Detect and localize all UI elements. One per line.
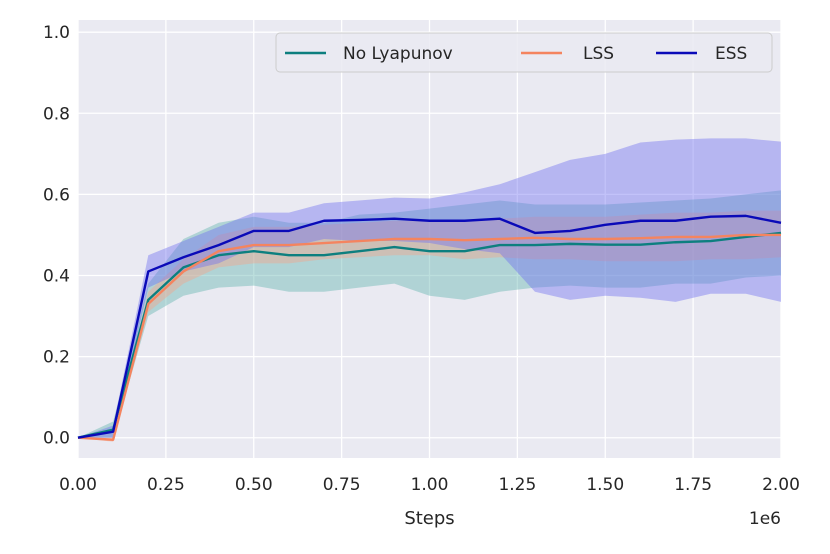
- series-lines: [77, 214, 782, 441]
- x-tick-label: 1.25: [498, 475, 536, 495]
- y-tick-label: 0.4: [43, 267, 70, 287]
- y-tick-label: 0.6: [43, 185, 70, 205]
- x-tick-label: 1.50: [586, 475, 624, 495]
- x-tick-label: 0.25: [147, 475, 185, 495]
- x-tick-label: 0.75: [323, 475, 361, 495]
- y-tick-label: 0.8: [43, 104, 70, 124]
- band-lss: [78, 210, 781, 442]
- grid-lines: [77, 20, 782, 458]
- y-tick-label: 1.0: [43, 23, 70, 43]
- legend-label-no-lyapunov: No Lyapunov: [343, 44, 453, 64]
- x-tick-labels: 0.00 0.25 0.50 0.75 1.00 1.25 1.50 1.75 2.00: [59, 475, 800, 495]
- x-tick-label: 1.00: [411, 475, 449, 495]
- x-axis-label: Steps: [404, 508, 454, 529]
- legend-label-ess: ESS: [715, 44, 747, 64]
- line-lss: [77, 233, 781, 441]
- x-tick-label: 0.50: [235, 475, 273, 495]
- y-tick-labels: 0.0 0.2 0.4 0.6 0.8 1.0: [43, 23, 70, 449]
- x-tick-label: 0.00: [59, 475, 97, 495]
- line-ess: [77, 214, 782, 439]
- y-tick-label: 0.0: [43, 429, 70, 449]
- y-tick-label: 0.2: [43, 348, 70, 368]
- band-ess: [78, 138, 781, 438]
- x-offset-label: 1e6: [749, 509, 781, 529]
- x-tick-label: 1.75: [674, 475, 712, 495]
- legend-label-lss: LSS: [583, 44, 614, 64]
- x-tick-label: 2.00: [762, 475, 800, 495]
- legend: No Lyapunov LSS ESS: [275, 32, 773, 73]
